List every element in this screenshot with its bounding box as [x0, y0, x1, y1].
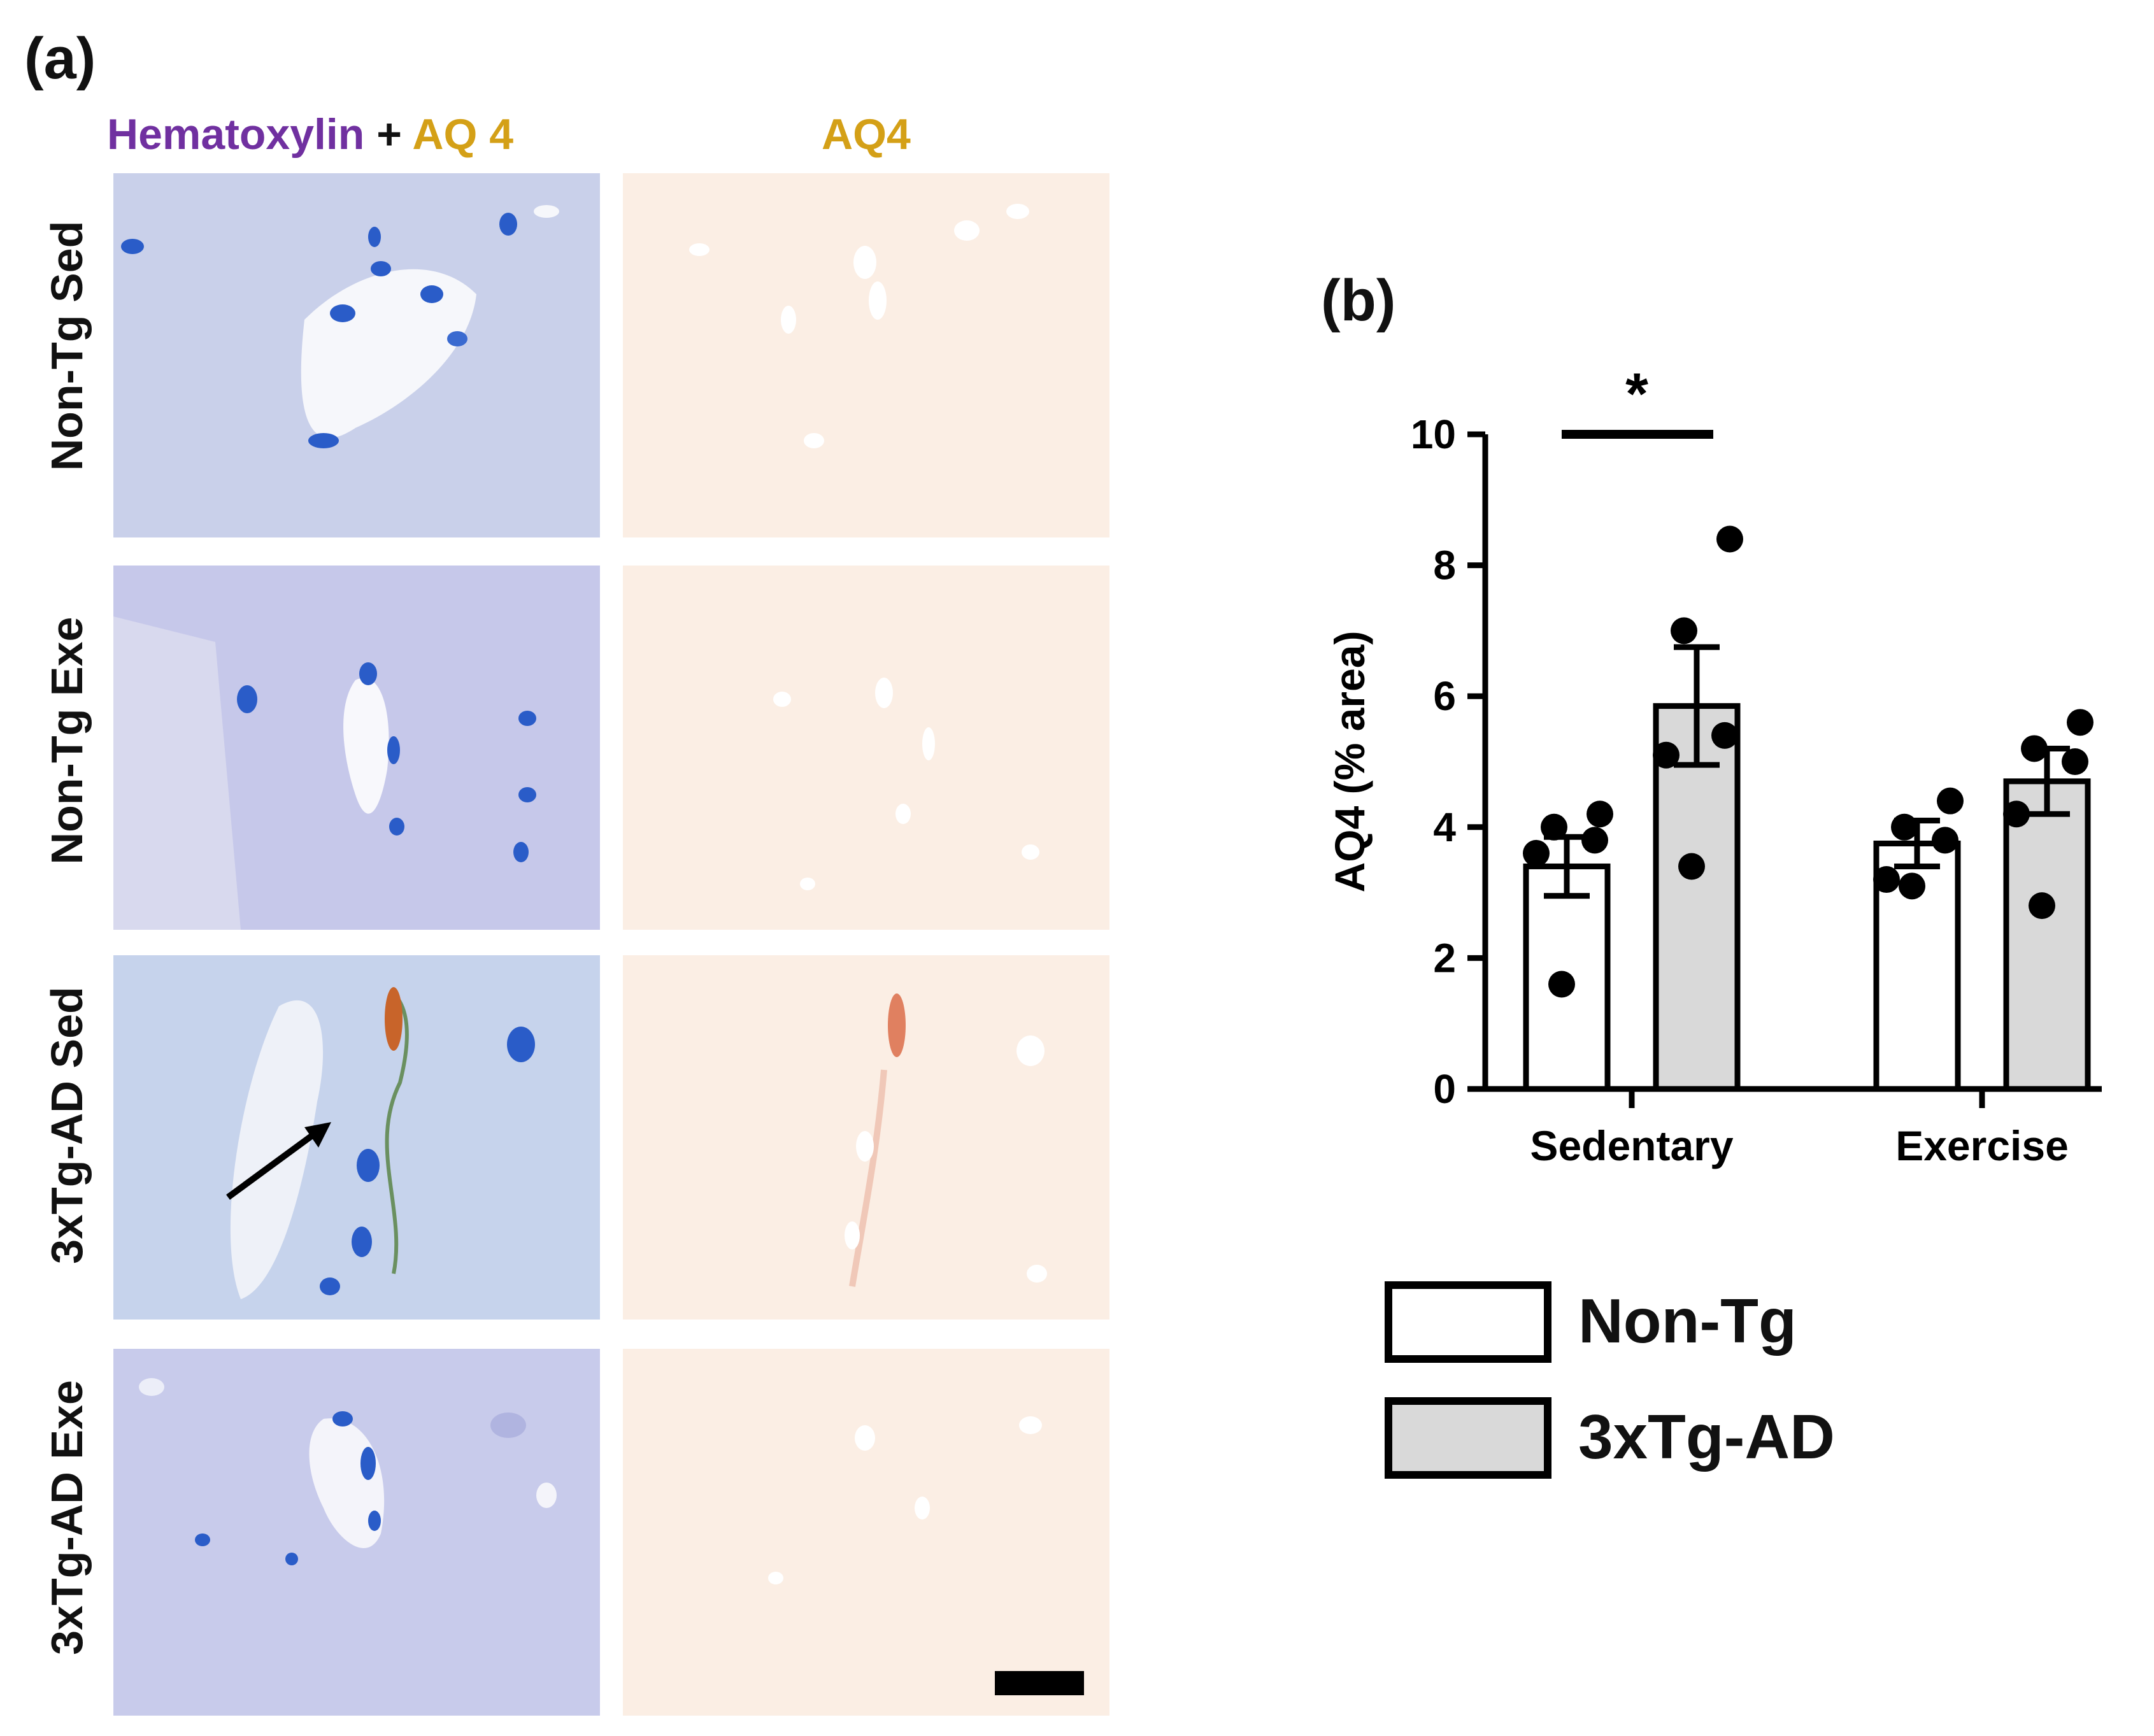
data-point: [1716, 525, 1743, 553]
aq4-column-title: AQ4: [822, 110, 911, 159]
x-tick-label: Sedentary: [1530, 1122, 1733, 1169]
y-tick-label: 6: [1433, 673, 1456, 719]
y-tick-label: 10: [1411, 411, 1456, 457]
data-point: [1581, 827, 1608, 854]
aq4-title-merged: AQ 4: [412, 110, 514, 159]
panel-b-label: (b): [1321, 268, 1396, 333]
micrograph-3xtg-ad-exe-he: [113, 1349, 600, 1716]
micrograph-non-tg-exe-aq4: [623, 566, 1109, 930]
data-point: [1587, 800, 1613, 828]
significance-star: *: [1625, 362, 1648, 427]
data-point: [2021, 735, 2048, 762]
data-point: [1873, 866, 1900, 893]
bar: [1653, 703, 1741, 1092]
data-point: [1541, 813, 1567, 841]
y-tick-label: 2: [1433, 935, 1456, 981]
micrograph-non-tg-sed-aq4: [623, 173, 1109, 537]
data-point: [1523, 839, 1550, 867]
hematoxylin-title: Hematoxylin: [107, 110, 365, 159]
micrograph-3xtg-ad-exe-aq4: [623, 1349, 1109, 1716]
data-point: [1899, 872, 1925, 900]
micrograph-non-tg-exe-he: [113, 566, 600, 930]
he-aq4-column-title: Hematoxylin + AQ 4: [107, 110, 513, 159]
y-tick-label: 0: [1433, 1066, 1456, 1112]
legend-swatch-3xtg-ad: [1385, 1397, 1551, 1479]
data-point: [1711, 722, 1738, 749]
data-point: [1891, 813, 1918, 841]
data-point: [2062, 748, 2088, 775]
micrograph-3xtg-ad-sed-aq4: [623, 955, 1109, 1320]
data-point: [1678, 853, 1705, 880]
data-point: [1671, 617, 1697, 644]
micrograph-non-tg-sed-he: [113, 173, 600, 537]
legend-label-non-tg: Non-Tg: [1578, 1286, 1797, 1356]
data-point: [2067, 709, 2093, 736]
data-point: [2003, 800, 2030, 828]
data-point: [1653, 741, 1680, 769]
micrograph-3xtg-ad-sed-he: [113, 955, 600, 1320]
scale-bar: [995, 1671, 1084, 1695]
panel-a-label: (a): [24, 26, 96, 91]
bar: [2003, 778, 2091, 1092]
y-tick-label: 4: [1433, 804, 1456, 850]
legend-label-3xtg-ad: 3xTg-AD: [1578, 1402, 1835, 1472]
y-axis-label: AQ4 (% area): [1326, 631, 1373, 893]
data-point: [1548, 971, 1575, 998]
plus-sign: +: [364, 110, 413, 159]
data-point: [1937, 787, 1964, 815]
data-point: [1932, 827, 1958, 854]
y-tick-label: 8: [1433, 543, 1456, 588]
data-point: [2029, 892, 2055, 920]
x-tick-label: Exercise: [1895, 1122, 2069, 1169]
legend-swatch-non-tg: [1385, 1281, 1551, 1363]
